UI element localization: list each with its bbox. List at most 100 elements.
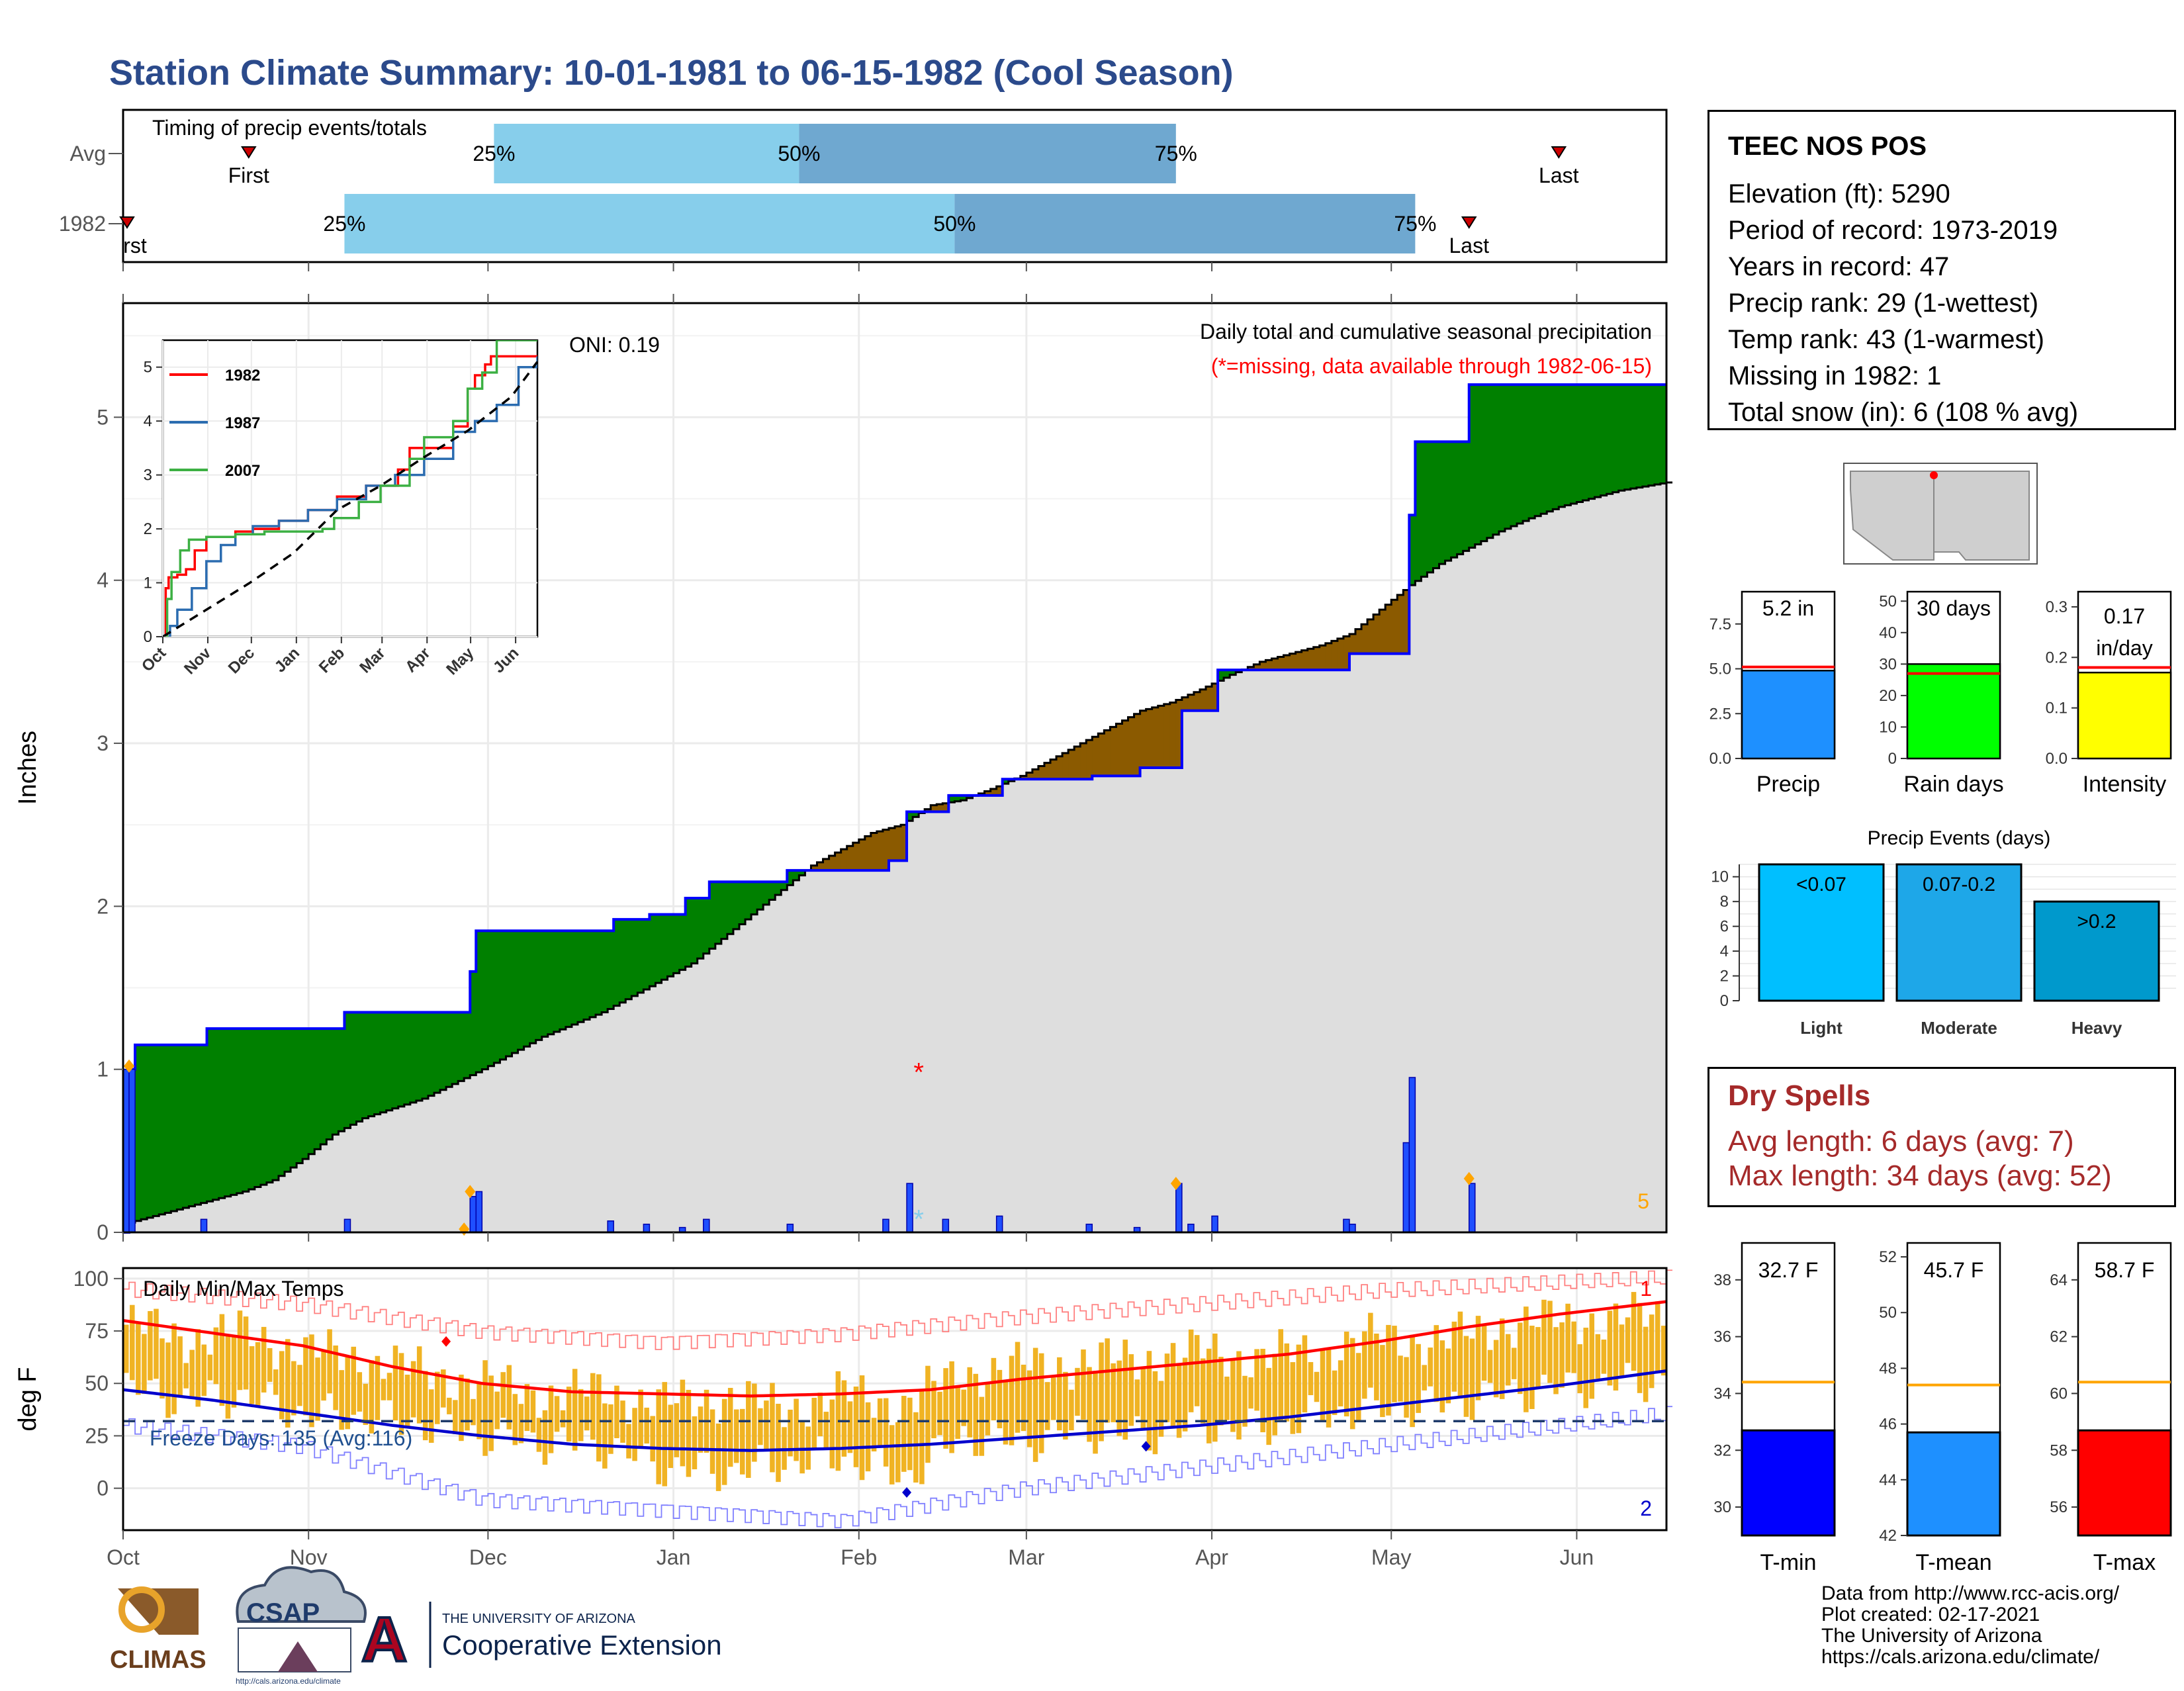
station-line: Total snow (in): 6 (108 % avg) [1728, 394, 2156, 431]
daily-temp-bar [435, 1372, 440, 1424]
timing-label-50: 50% [778, 142, 820, 165]
missing-data-marker: * [913, 1058, 924, 1087]
above-average-area [326, 1028, 333, 1139]
avg-area [452, 1084, 459, 1232]
avg-area [488, 1066, 494, 1232]
daily-precip-bar [608, 1221, 614, 1232]
avg-area [1104, 776, 1111, 1232]
daily-temp-bar [447, 1398, 452, 1414]
daily-temp-bar [1596, 1334, 1601, 1379]
daily-temp-bar [1500, 1318, 1505, 1399]
daily-temp-bar [668, 1404, 674, 1468]
avg-area [584, 1020, 590, 1232]
avg-area [302, 1159, 309, 1232]
below-average-area [1110, 727, 1116, 776]
avg-area [1009, 781, 1015, 1232]
below-average-area [1116, 723, 1122, 776]
dry-spells-title: Dry Spells [1728, 1079, 2156, 1113]
above-average-area [464, 1012, 471, 1078]
avg-area [326, 1140, 333, 1232]
freeze-days-label: Freeze Days: 135 (Avg:116) [150, 1426, 412, 1450]
avg-area [195, 1205, 201, 1232]
avg-area [1535, 516, 1541, 1232]
avg-area [901, 860, 907, 1232]
below-average-area [1080, 743, 1087, 779]
above-average-area [1637, 385, 1643, 487]
avg-area [1098, 776, 1105, 1232]
avg-area [344, 1128, 351, 1232]
avg-area [1224, 678, 1230, 1232]
y-tick-label: 7.5 [1709, 616, 1731, 633]
avg-area [1332, 670, 1338, 1232]
avg-area [985, 796, 991, 1232]
above-average-area [506, 931, 512, 1056]
avg-area [1326, 670, 1332, 1232]
daily-temp-bar [1272, 1354, 1277, 1436]
daily-temp-bar [878, 1398, 883, 1448]
daily-temp-bar [590, 1373, 596, 1440]
daily-temp-bar [866, 1402, 871, 1471]
daily-temp-bar [1452, 1322, 1457, 1392]
avg-area [296, 1164, 303, 1232]
page-title: Station Climate Summary: 10-01-1981 to 0… [109, 53, 1234, 93]
daily-precip-bar [129, 1070, 135, 1232]
avg-area [1271, 670, 1278, 1232]
daily-temp-bar [979, 1397, 985, 1456]
above-average-area [518, 931, 525, 1050]
daily-temp-bar [1116, 1361, 1122, 1436]
daily-temp-bar [1661, 1326, 1666, 1375]
avg-area [1619, 490, 1625, 1232]
below-average-area [1098, 733, 1105, 776]
above-average-area [1595, 385, 1602, 497]
avg-area [1445, 561, 1452, 1232]
above-average-area [237, 1028, 244, 1193]
daily-temp-bar [159, 1338, 165, 1398]
daily-precip-bar [1212, 1216, 1218, 1232]
daily-temp-bar [824, 1412, 829, 1448]
above-average-area [398, 1012, 405, 1106]
avg-area [458, 1081, 465, 1232]
below-average-area [1092, 737, 1099, 776]
daily-temp-bar [1063, 1372, 1068, 1440]
daily-temp-bar [1571, 1322, 1576, 1373]
above-average-area [1457, 441, 1464, 554]
below-average-area [1397, 595, 1404, 654]
avg-area [261, 1185, 267, 1232]
csap-logo-text: CSAP [246, 1598, 320, 1627]
above-average-area [452, 1012, 459, 1083]
daily-temp-bar [303, 1338, 308, 1416]
avg-area [913, 817, 919, 1232]
station-name: TEEC NOS POS [1728, 132, 2156, 161]
above-average-area [314, 1028, 321, 1149]
avg-area [291, 1167, 297, 1232]
daily-temp-bar [1398, 1355, 1403, 1401]
above-average-area [338, 1028, 345, 1131]
month-tick-label: Oct [107, 1545, 140, 1569]
avg-area [1361, 654, 1368, 1232]
avg-area [769, 900, 776, 1232]
above-average-area [195, 1045, 201, 1205]
daily-temp-bar [1135, 1379, 1140, 1416]
y-tick-label: 0.1 [2046, 700, 2068, 717]
daily-temp-bar [363, 1384, 369, 1425]
above-average-area [189, 1045, 195, 1207]
daily-temp-bar [889, 1425, 895, 1485]
avg-area [1355, 654, 1362, 1232]
below-average-area [1302, 651, 1308, 670]
avg-area [625, 999, 632, 1232]
above-average-area [381, 1012, 387, 1112]
avg-area [871, 870, 878, 1232]
avg-area [566, 1027, 572, 1232]
daily-temp-bar [656, 1389, 661, 1484]
inset-y-tick-label: 3 [144, 467, 152, 484]
month-tick-label: Apr [1195, 1545, 1228, 1569]
above-average-area [1570, 385, 1577, 504]
avg-area [1080, 779, 1087, 1232]
avg-area [1021, 779, 1027, 1232]
daily-temp-bar [1482, 1324, 1487, 1381]
daily-temp-bar [1362, 1331, 1367, 1398]
daily-temp-bar [1583, 1328, 1588, 1408]
above-average-area [387, 1012, 393, 1110]
y-tick-label: 56 [2050, 1498, 2068, 1516]
daily-temp-bar [1643, 1327, 1649, 1402]
